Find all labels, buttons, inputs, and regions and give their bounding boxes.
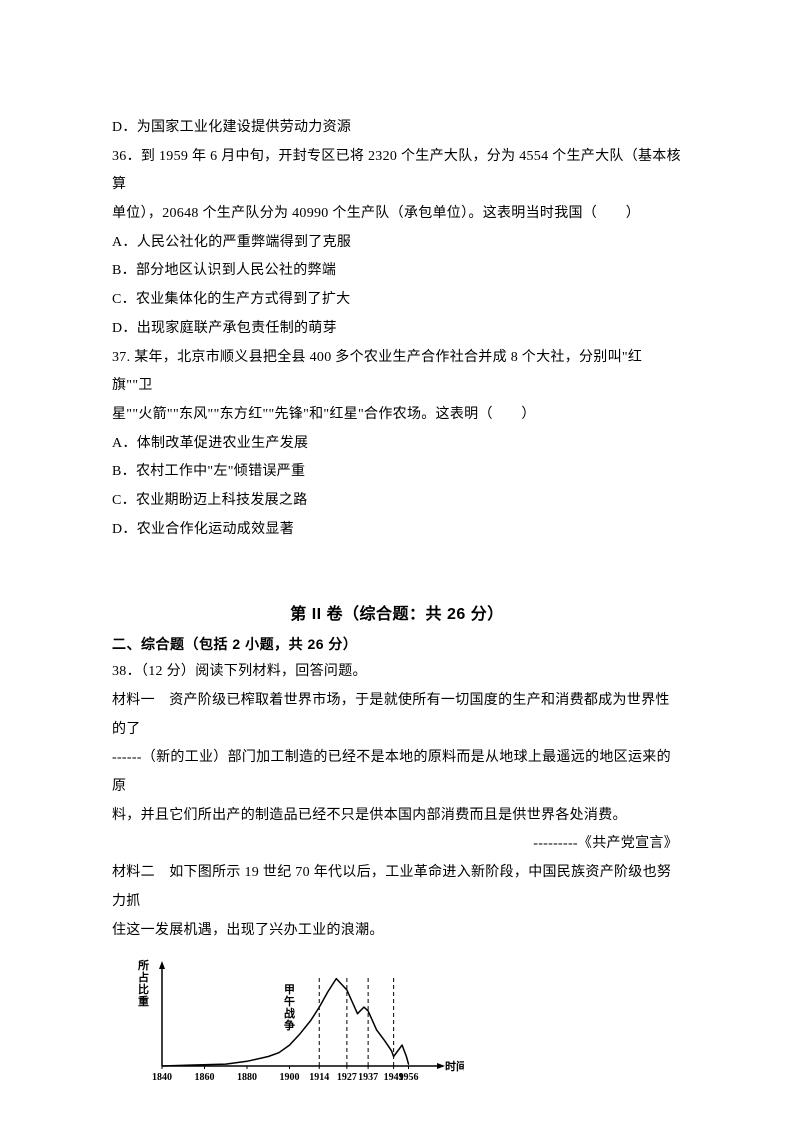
- material-text: 材料二 如下图所示 19 世纪 70 年代以后，工业革命进入新阶段，中国民族资产…: [112, 859, 682, 916]
- option-b: B．农村工作中"左"倾错误严重: [112, 458, 682, 487]
- material-text: ------（新的工业）部门加工制造的已经不是本地的原料而是从地球上最遥远的地区…: [112, 744, 682, 801]
- chart-svg: 所占比重时间1840186018801900191419271937194919…: [114, 951, 464, 1086]
- svg-text:午: 午: [284, 994, 295, 1008]
- material-source: ---------《共产党宣言》: [112, 830, 682, 859]
- option-b: B．部分地区认识到人民公社的弊端: [112, 257, 682, 286]
- svg-text:1880: 1880: [237, 1072, 257, 1083]
- section-title: 第 II 卷（综合题：共 26 分）: [112, 600, 682, 624]
- svg-text:争: 争: [284, 1018, 295, 1032]
- option-a: A．体制改革促进农业生产发展: [112, 430, 682, 459]
- svg-text:时间: 时间: [445, 1059, 464, 1073]
- option-d: D．出现家庭联产承包责任制的萌芽: [112, 315, 682, 344]
- option-c: C．农业集体化的生产方式得到了扩大: [112, 286, 682, 315]
- question-stem: 37. 某年，北京市顺义县把全县 400 多个农业生产合作社合并成 8 个大社，…: [112, 344, 682, 401]
- svg-text:1927: 1927: [337, 1072, 357, 1083]
- material-text: 材料一 资产阶级已榨取着世界市场，于是就使所有一切国度的生产和消费都成为世界性的…: [112, 687, 682, 744]
- proportion-chart: 所占比重时间1840186018801900191419271937194919…: [114, 951, 682, 1086]
- option-a: A．人民公社化的严重弊端得到了克服: [112, 229, 682, 258]
- svg-text:1937: 1937: [358, 1072, 378, 1083]
- svg-text:1860: 1860: [195, 1072, 215, 1083]
- svg-text:比: 比: [138, 982, 149, 996]
- option-c: C．农业期盼迈上科技发展之路: [112, 487, 682, 516]
- svg-text:1900: 1900: [280, 1072, 300, 1083]
- option-d: D．农业合作化运动成效显著: [112, 516, 682, 545]
- svg-text:重: 重: [138, 994, 149, 1008]
- question-stem: 36．到 1959 年 6 月中旬，开封专区已将 2320 个生产大队，分为 4…: [112, 143, 682, 200]
- option-d: D．为国家工业化建设提供劳动力资源: [112, 114, 682, 143]
- page-content: D．为国家工业化建设提供劳动力资源 36．到 1959 年 6 月中旬，开封专区…: [112, 114, 682, 1086]
- material-text: 住这一发展机遇，出现了兴办工业的浪潮。: [112, 917, 682, 946]
- svg-text:战: 战: [284, 1006, 295, 1020]
- subsection-heading: 二、综合题（包括 2 小题，共 26 分）: [112, 634, 682, 654]
- svg-text:1956: 1956: [399, 1072, 419, 1083]
- question-head: 38．（12 分）阅读下列材料，回答问题。: [112, 658, 682, 687]
- svg-text:占: 占: [138, 970, 149, 984]
- question-stem: 星""火箭""东风""东方红""先锋"和"红星"合作农场。这表明（ ）: [112, 401, 682, 430]
- svg-text:甲: 甲: [284, 983, 295, 996]
- question-stem: 单位），20648 个生产队分为 40990 个生产队（承包单位）。这表明当时我…: [112, 200, 682, 229]
- svg-text:1840: 1840: [152, 1072, 172, 1083]
- svg-text:1914: 1914: [309, 1072, 329, 1083]
- material-text: 料，并且它们所出产的制造品已经不只是供本国内部消费而且是供世界各处消费。: [112, 802, 682, 831]
- svg-text:所: 所: [138, 958, 149, 972]
